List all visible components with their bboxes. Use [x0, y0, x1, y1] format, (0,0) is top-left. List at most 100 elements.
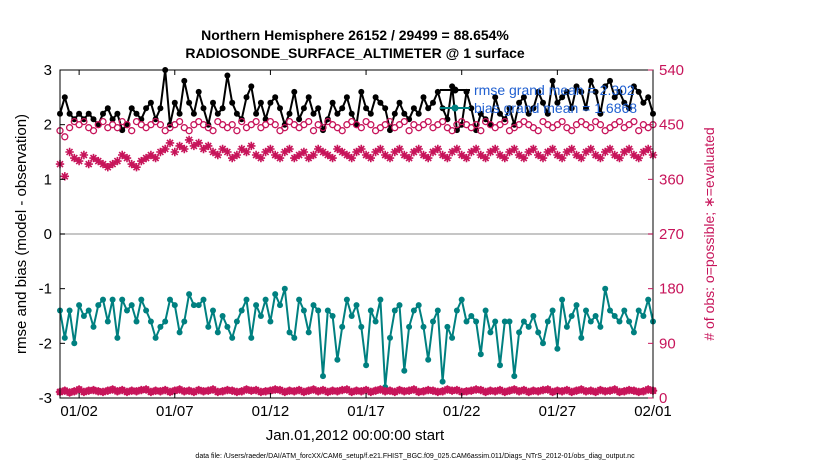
evaluated_low-marker — [586, 386, 595, 395]
evaluated-marker — [519, 153, 529, 163]
bias-point — [458, 296, 465, 303]
bias-point — [434, 307, 441, 314]
evaluated-marker — [208, 147, 218, 157]
possible-marker — [596, 121, 605, 129]
evaluated_low-marker — [194, 385, 203, 395]
bias-point — [463, 318, 470, 325]
rmse-point — [559, 94, 566, 101]
bias-point — [611, 313, 618, 319]
y-right-tick-label: 450 — [659, 117, 684, 134]
rmse-point — [492, 94, 499, 101]
evaluated_low-marker — [457, 387, 466, 397]
bias-point — [482, 307, 489, 314]
x-tick-label: 01/17 — [347, 403, 385, 420]
bias-point — [453, 307, 460, 314]
bias-point — [401, 367, 408, 374]
y-right-tick-label: 180 — [659, 281, 684, 298]
possible-marker — [309, 127, 318, 135]
evaluated_low-marker — [251, 385, 261, 395]
evaluated-marker — [314, 144, 323, 154]
evaluated-marker — [514, 150, 524, 160]
evaluated-marker — [644, 144, 653, 154]
x-axis-ticks: 01/02 01/07 01/12 01/17 01/22 01/27 02/01 — [60, 70, 672, 420]
rmse-point — [420, 94, 427, 101]
evaluated-marker — [65, 147, 74, 157]
evaluated_low-marker — [443, 385, 452, 394]
bias-point — [143, 307, 150, 314]
possible-marker — [305, 117, 313, 126]
evaluated-marker — [567, 144, 576, 154]
data-file-footer: data file: /Users/raeder/DAI/ATM_forcXX/… — [195, 453, 635, 460]
evaluated_low-marker — [165, 387, 175, 397]
rmse-point — [329, 99, 336, 106]
rmse-point — [310, 110, 317, 117]
bias-point — [90, 323, 97, 330]
evaluated-marker — [620, 147, 629, 157]
evaluated_low-marker — [462, 387, 471, 396]
bias-point — [525, 323, 532, 330]
bias-point — [195, 302, 202, 309]
evaluated_low-marker — [491, 387, 500, 396]
rmse-point — [100, 110, 106, 117]
evaluated-marker — [572, 150, 581, 160]
evaluated-marker — [151, 153, 160, 163]
bias-point — [296, 296, 303, 303]
evaluated-marker — [553, 150, 562, 160]
bias-point — [138, 296, 145, 303]
rmse-point — [253, 110, 260, 117]
bias-point — [602, 285, 609, 292]
y-tick-label: -2 — [39, 335, 52, 352]
bias-point — [61, 334, 68, 341]
possible-marker — [501, 117, 509, 126]
possible-marker — [61, 133, 69, 141]
evaluated_low-marker — [299, 387, 309, 397]
y-tick-label: -3 — [39, 390, 52, 407]
rmse-point — [367, 110, 374, 117]
bias-point — [157, 323, 164, 330]
rmse-point — [286, 110, 293, 117]
evaluated-marker — [586, 144, 595, 154]
evaluated-marker — [113, 156, 122, 166]
bias-point — [162, 318, 169, 325]
evaluated_low-marker — [381, 387, 390, 396]
bias-point — [501, 318, 508, 325]
evaluated-marker — [361, 150, 371, 160]
rmse-point — [597, 110, 604, 117]
evaluated-marker — [591, 150, 600, 160]
evaluated-marker — [352, 147, 361, 157]
bias-point — [592, 313, 599, 319]
rmse-point — [477, 110, 484, 117]
bias-point — [238, 307, 245, 314]
possible-marker — [438, 117, 447, 126]
evaluated_low-marker — [476, 385, 485, 395]
evaluated_low-marker — [577, 385, 586, 394]
rmse-point — [233, 110, 240, 117]
evaluated-marker — [328, 153, 337, 163]
evaluated_low-marker — [290, 387, 299, 396]
evaluated_low-marker — [314, 387, 323, 396]
bias-point — [415, 302, 422, 309]
evaluated-marker — [318, 147, 328, 157]
evaluated_low-marker — [385, 386, 395, 395]
evaluated_low-marker — [228, 386, 237, 395]
rmse-point — [630, 83, 637, 90]
evaluated-marker — [347, 153, 356, 163]
evaluated_low-marker — [557, 387, 567, 396]
evaluated_low-marker — [342, 385, 352, 394]
possible-marker — [281, 124, 289, 132]
series-bias — [57, 285, 656, 391]
possible-marker — [209, 127, 217, 135]
bias-point — [186, 291, 193, 298]
evaluated-marker — [74, 156, 84, 166]
rmse-point — [621, 99, 628, 106]
evaluated_low-marker — [304, 386, 313, 395]
evaluated-marker — [60, 172, 69, 181]
bias-point — [305, 329, 312, 336]
evaluated_low-marker — [199, 387, 208, 396]
rmse-point — [257, 99, 264, 106]
evaluated-marker — [639, 147, 648, 157]
evaluated-marker — [127, 159, 136, 169]
bias-point — [171, 302, 178, 309]
evaluated_low-marker — [376, 385, 385, 394]
evaluated_low-marker — [524, 387, 533, 397]
